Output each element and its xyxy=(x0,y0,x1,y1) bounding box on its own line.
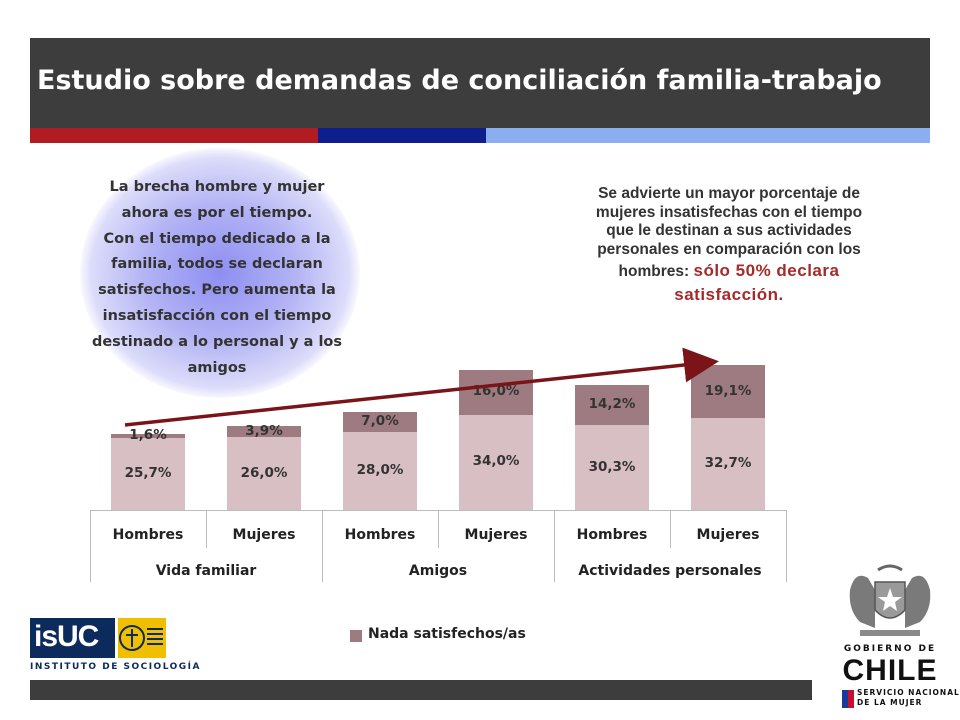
note-line: que le destinan a sus actividades xyxy=(606,222,852,240)
gob-line4: DE LA MUJER xyxy=(857,698,923,707)
university-seal-icon xyxy=(119,625,163,651)
bar-value-label: 30,3% xyxy=(588,458,636,475)
axis-divider xyxy=(322,510,323,582)
stripe-blue xyxy=(318,128,486,143)
bar-value-label: 14,2% xyxy=(588,396,636,413)
highlight-bubble xyxy=(80,148,360,398)
note-line: personales en comparación con los xyxy=(597,240,861,258)
group-label: Vida familiar xyxy=(155,563,257,579)
bar-value-label: 32,7% xyxy=(704,455,752,472)
stripe-lightblue xyxy=(486,128,930,143)
isuc-logo: isUC INSTITUTO DE SOCIOLOGÍA xyxy=(30,618,199,676)
note-line: mujeres insatisfechas con el tiempo xyxy=(595,203,863,221)
isuc-logo-text: isUC xyxy=(34,620,99,653)
bar-dissatisfied xyxy=(227,426,301,438)
category-label: Hombres xyxy=(576,527,648,543)
bubble-line: amigos xyxy=(187,359,247,376)
axis-divider xyxy=(206,510,207,548)
legend-swatch xyxy=(350,630,362,642)
isuc-seal-block xyxy=(118,618,166,658)
bar-value-label: 19,1% xyxy=(704,382,752,399)
gob-flag-red xyxy=(848,690,854,708)
bar-satisfied xyxy=(227,437,301,510)
note-highlight-1: sólo 50% declara xyxy=(693,261,840,281)
gob-line3: SERVICIO NACIONAL xyxy=(857,688,960,697)
legend-label: Nada satisfechos/as xyxy=(368,626,526,642)
bar-dissatisfied xyxy=(111,433,185,439)
bubble-line: ahora es por el tiempo. xyxy=(121,204,313,221)
header-bar: Estudio sobre demandas de conciliación f… xyxy=(30,38,930,128)
bar-value-label: 3,9% xyxy=(245,422,283,439)
bar-value-label: 25,7% xyxy=(124,465,172,482)
category-label: Hombres xyxy=(112,527,184,543)
note-highlight-2: satisfacción. xyxy=(674,285,784,305)
bubble-text: La brecha hombre y mujer ahora es por el… xyxy=(82,175,352,381)
page-title: Estudio sobre demandas de conciliación f… xyxy=(37,65,882,96)
gob-flag-blue xyxy=(842,690,848,708)
bar-satisfied xyxy=(111,438,185,510)
bar-value-label: 28,0% xyxy=(356,461,404,478)
bar-satisfied xyxy=(691,418,765,510)
category-label: Mujeres xyxy=(232,527,296,543)
axis-divider xyxy=(554,510,555,582)
category-label: Mujeres xyxy=(696,527,760,543)
gob-line1: GOBIERNO DE xyxy=(843,644,937,654)
axis-divider xyxy=(90,510,91,582)
bubble-line: destinado a lo personal y a los xyxy=(91,333,343,350)
group-label: Amigos xyxy=(408,563,468,579)
footer-bar xyxy=(30,680,812,700)
bubble-line: Con el tiempo dedicado a la xyxy=(103,230,331,247)
coat-of-arms-icon xyxy=(849,564,931,636)
bubble-line: satisfechos. Pero aumenta la xyxy=(98,282,336,299)
bar-satisfied xyxy=(575,425,649,510)
bar-value-label: 26,0% xyxy=(240,464,288,481)
note-prefix: hombres: xyxy=(618,263,694,281)
bar-value-label: 34,0% xyxy=(472,453,520,470)
bubble-line: La brecha hombre y mujer xyxy=(109,179,325,195)
note-line-last: hombres: sólo 50% declara xyxy=(548,259,910,283)
bubble-line: familia, todos se declaran xyxy=(111,256,323,273)
axis-divider xyxy=(438,510,439,548)
bar-value-label: 7,0% xyxy=(361,412,399,429)
axis-divider xyxy=(670,510,671,548)
gob-line2: CHILE xyxy=(842,654,938,687)
note-line: Se advierte un mayor porcentaje de xyxy=(598,185,860,202)
findings-note: Se advierte un mayor porcentaje de mujer… xyxy=(548,185,910,307)
stripe-red xyxy=(30,128,318,143)
isuc-logo-block xyxy=(30,618,115,658)
category-label: Hombres xyxy=(344,527,416,543)
bar-satisfied xyxy=(459,414,533,510)
gobierno-chile-logo: GOBIERNO DE CHILE SERVICIO NACIONAL DE L… xyxy=(830,560,959,710)
bar-value-label: 16,0% xyxy=(472,383,520,400)
isuc-logo-subtitle: INSTITUTO DE SOCIOLOGÍA xyxy=(30,662,201,672)
bar-satisfied xyxy=(343,431,417,510)
bar-value-label: 1,6% xyxy=(129,426,167,443)
bubble-line: insatisfacción con el tiempo xyxy=(102,307,332,324)
group-label: Actividades personales xyxy=(578,563,762,579)
category-label: Mujeres xyxy=(464,527,528,543)
axis-divider xyxy=(786,510,787,582)
